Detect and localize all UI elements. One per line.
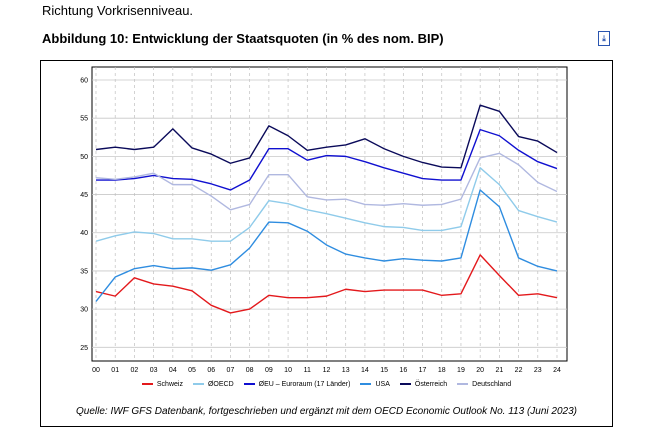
x-tick-label: 23 bbox=[534, 367, 542, 374]
legend-swatch bbox=[360, 383, 372, 386]
x-tick-label: 06 bbox=[207, 367, 215, 374]
x-tick-label: 05 bbox=[188, 367, 196, 374]
x-tick-label: 22 bbox=[515, 367, 523, 374]
legend-item: ØOECD bbox=[192, 381, 234, 388]
x-tick-label: 24 bbox=[553, 367, 561, 374]
x-tick-label: 21 bbox=[495, 367, 503, 374]
legend-swatch bbox=[243, 383, 255, 386]
y-tick-label: 30 bbox=[80, 307, 88, 314]
x-tick-label: 14 bbox=[361, 367, 369, 374]
y-tick-label: 25 bbox=[80, 345, 88, 352]
legend-swatch bbox=[399, 383, 411, 386]
x-tick-label: 03 bbox=[150, 367, 158, 374]
legend-item: Österreich bbox=[399, 381, 448, 388]
x-tick-label: 13 bbox=[342, 367, 350, 374]
series-line--eu-euroraum-l-nder- bbox=[96, 128, 558, 191]
x-tick-label: 17 bbox=[419, 367, 427, 374]
x-tick-label: 15 bbox=[380, 367, 388, 374]
y-tick-label: 35 bbox=[80, 268, 88, 275]
y-tick-label: 45 bbox=[80, 192, 88, 199]
legend-label: USA bbox=[375, 381, 390, 388]
pdf-download-icon[interactable]: ⤓ bbox=[598, 31, 610, 46]
series-line--sterreich bbox=[95, 104, 558, 169]
legend-label: ØEU – Euroraum (17 Länder) bbox=[258, 381, 351, 388]
x-tick-label: 02 bbox=[131, 367, 139, 374]
x-tick-label: 12 bbox=[323, 367, 331, 374]
legend-label: Österreich bbox=[414, 381, 448, 388]
legend-item: ØEU – Euroraum (17 Länder) bbox=[243, 381, 351, 388]
chart-frame bbox=[40, 60, 613, 427]
legend-swatch bbox=[192, 383, 204, 386]
x-tick-label: 04 bbox=[169, 367, 177, 374]
x-tick-label: 20 bbox=[476, 367, 484, 374]
x-tick-label: 07 bbox=[227, 367, 235, 374]
x-tick-label: 10 bbox=[284, 367, 292, 374]
intro-text: Richtung Vorkrisenniveau. bbox=[42, 3, 194, 18]
x-tick-label: 00 bbox=[92, 367, 100, 374]
legend-label: Schweiz bbox=[156, 381, 183, 388]
x-tick-label: 19 bbox=[457, 367, 465, 374]
x-tick-label: 18 bbox=[438, 367, 446, 374]
legend-item: USA bbox=[360, 381, 390, 388]
x-tick-label: 09 bbox=[265, 367, 273, 374]
chart-legend: Schweiz ØOECD ØEU – Euroraum (17 Länder) US… bbox=[40, 381, 613, 388]
x-tick-label: 16 bbox=[399, 367, 407, 374]
series-line-usa bbox=[95, 189, 558, 302]
legend-swatch bbox=[457, 383, 469, 386]
y-tick-label: 60 bbox=[80, 78, 88, 85]
plot-area bbox=[91, 66, 568, 362]
legend-swatch bbox=[141, 383, 153, 386]
legend-item: Deutschland bbox=[457, 381, 511, 388]
legend-label: Deutschland bbox=[472, 381, 512, 388]
series-line--oecd bbox=[95, 167, 558, 242]
y-tick-label: 55 bbox=[80, 116, 88, 123]
legend-item: Schweiz bbox=[141, 381, 183, 388]
y-tick-label: 40 bbox=[80, 230, 88, 237]
legend-label: ØOECD bbox=[207, 381, 234, 388]
series-line-deutschland bbox=[95, 152, 558, 211]
x-tick-label: 01 bbox=[111, 367, 119, 374]
series-line-schweiz bbox=[95, 254, 558, 314]
y-tick-label: 50 bbox=[80, 154, 88, 161]
figure-title: Abbildung 10: Entwicklung der Staatsquot… bbox=[42, 31, 444, 46]
source-note: Quelle: IWF GFS Datenbank, fortgeschrieb… bbox=[76, 406, 577, 417]
x-tick-label: 08 bbox=[246, 367, 254, 374]
x-tick-label: 11 bbox=[304, 367, 311, 374]
